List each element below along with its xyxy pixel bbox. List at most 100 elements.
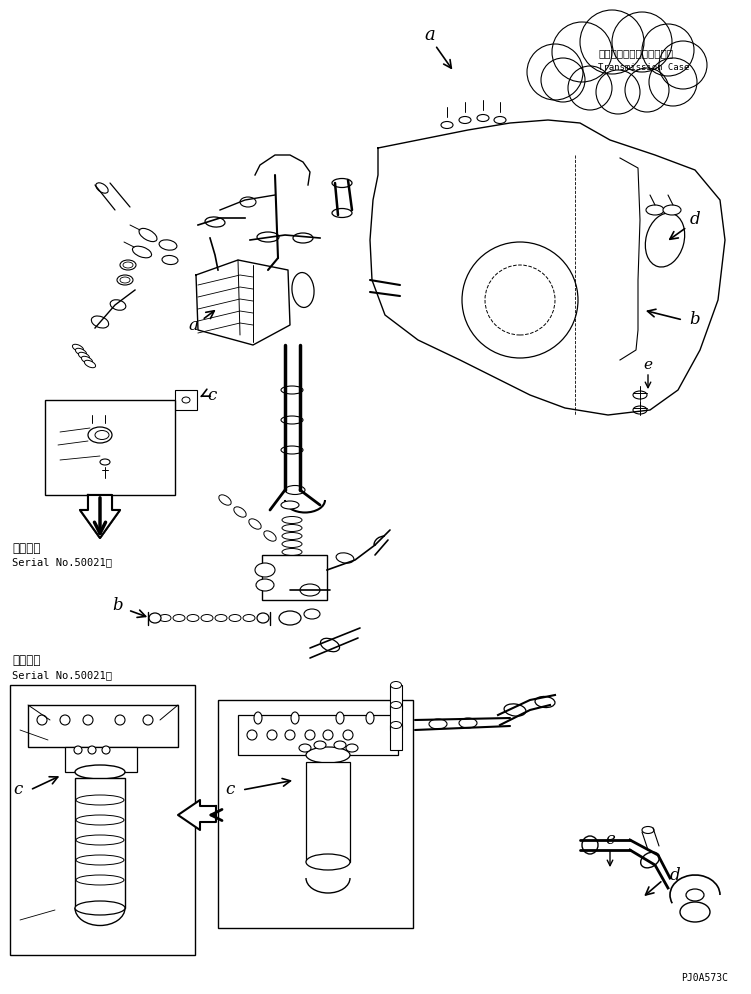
Ellipse shape [391, 702, 402, 709]
Ellipse shape [282, 549, 302, 556]
Ellipse shape [299, 744, 311, 752]
Ellipse shape [477, 114, 489, 121]
Ellipse shape [285, 485, 305, 494]
Ellipse shape [645, 213, 685, 267]
Ellipse shape [646, 205, 664, 215]
Ellipse shape [257, 613, 269, 623]
Ellipse shape [240, 197, 256, 207]
Text: c: c [14, 781, 23, 798]
Ellipse shape [201, 614, 213, 621]
Ellipse shape [633, 406, 647, 414]
Ellipse shape [535, 697, 555, 708]
Ellipse shape [336, 712, 344, 724]
Ellipse shape [641, 852, 659, 868]
Bar [238, 715, 398, 755]
Ellipse shape [81, 356, 92, 364]
Ellipse shape [642, 826, 654, 834]
Bar [262, 555, 327, 600]
Text: 適用号機: 適用号機 [12, 653, 41, 667]
Ellipse shape [92, 316, 109, 328]
Ellipse shape [110, 300, 126, 310]
Ellipse shape [281, 446, 303, 454]
Ellipse shape [282, 557, 302, 564]
Ellipse shape [95, 430, 109, 439]
Text: a: a [424, 26, 436, 44]
Ellipse shape [159, 240, 177, 250]
Ellipse shape [281, 386, 303, 394]
Bar [306, 762, 350, 862]
Ellipse shape [321, 638, 339, 652]
Ellipse shape [84, 360, 95, 368]
Text: Serial No.50021～: Serial No.50021～ [12, 557, 112, 567]
Ellipse shape [255, 563, 275, 577]
Text: Serial No.50021～: Serial No.50021～ [12, 670, 112, 680]
Ellipse shape [234, 507, 246, 517]
Ellipse shape [459, 116, 471, 123]
Ellipse shape [281, 416, 303, 424]
Ellipse shape [205, 217, 225, 227]
Ellipse shape [120, 277, 130, 283]
Ellipse shape [300, 584, 320, 596]
Ellipse shape [282, 517, 302, 524]
Ellipse shape [306, 854, 350, 870]
Ellipse shape [336, 553, 354, 564]
Ellipse shape [334, 741, 346, 749]
Ellipse shape [173, 614, 185, 621]
Ellipse shape [279, 611, 301, 625]
Ellipse shape [117, 275, 133, 285]
Text: Transmission Case: Transmission Case [598, 64, 689, 73]
Bar [390, 705, 402, 730]
Ellipse shape [75, 901, 125, 915]
Ellipse shape [78, 352, 89, 360]
Ellipse shape [264, 531, 276, 541]
Text: トランスミッションケース: トランスミッションケース [598, 48, 673, 58]
Ellipse shape [292, 272, 314, 307]
Ellipse shape [76, 875, 124, 885]
Bar [390, 685, 402, 710]
Ellipse shape [256, 579, 274, 591]
Ellipse shape [332, 179, 352, 188]
Ellipse shape [582, 836, 598, 854]
Bar [75, 778, 125, 908]
Ellipse shape [281, 501, 299, 509]
Ellipse shape [282, 533, 302, 540]
Ellipse shape [123, 262, 133, 268]
Ellipse shape [215, 614, 227, 621]
Ellipse shape [314, 741, 326, 749]
Ellipse shape [88, 746, 96, 754]
Ellipse shape [159, 614, 171, 621]
Ellipse shape [120, 260, 136, 270]
Ellipse shape [76, 815, 124, 825]
Bar [45, 400, 175, 495]
Polygon shape [178, 800, 216, 830]
Bar [390, 725, 402, 750]
Ellipse shape [76, 795, 124, 805]
Ellipse shape [139, 229, 157, 242]
Ellipse shape [441, 121, 453, 128]
Ellipse shape [293, 233, 313, 243]
Ellipse shape [306, 747, 350, 763]
Text: e: e [605, 832, 615, 849]
Ellipse shape [254, 712, 262, 724]
Text: e: e [644, 358, 653, 372]
Ellipse shape [75, 765, 125, 779]
Text: PJ0A573C: PJ0A573C [681, 973, 728, 983]
Ellipse shape [182, 397, 190, 403]
Ellipse shape [346, 744, 358, 752]
Ellipse shape [391, 682, 402, 689]
Ellipse shape [102, 746, 110, 754]
Ellipse shape [257, 232, 279, 242]
Ellipse shape [282, 525, 302, 532]
Bar [65, 747, 137, 772]
Ellipse shape [459, 718, 477, 728]
Ellipse shape [243, 614, 255, 621]
Ellipse shape [74, 746, 82, 754]
Ellipse shape [96, 183, 108, 193]
Ellipse shape [76, 835, 124, 845]
Text: b: b [113, 596, 123, 613]
Ellipse shape [75, 348, 86, 356]
Text: d: d [670, 867, 680, 884]
Ellipse shape [686, 889, 704, 901]
Text: c: c [207, 387, 216, 404]
Polygon shape [80, 495, 120, 538]
